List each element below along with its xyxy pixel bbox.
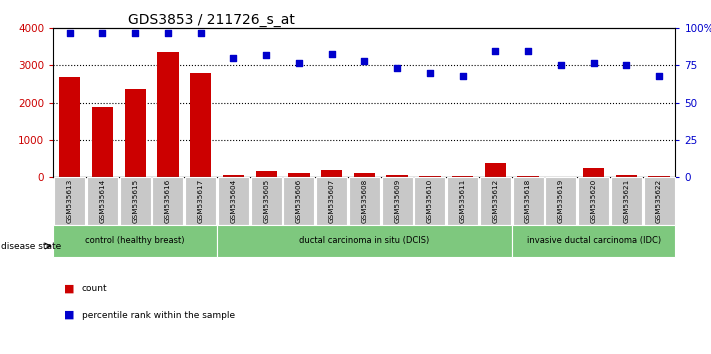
Text: GSM535622: GSM535622 xyxy=(656,178,662,223)
Bar xyxy=(452,176,474,177)
Bar xyxy=(513,177,544,225)
Text: GSM535606: GSM535606 xyxy=(296,178,302,223)
Bar xyxy=(382,177,412,225)
Bar xyxy=(59,77,80,177)
Bar xyxy=(316,177,347,225)
Text: GSM535608: GSM535608 xyxy=(361,178,368,223)
Point xyxy=(97,30,108,36)
Point xyxy=(555,63,567,68)
Text: GDS3853 / 211726_s_at: GDS3853 / 211726_s_at xyxy=(128,13,295,27)
Text: GSM535615: GSM535615 xyxy=(132,178,138,223)
Bar xyxy=(119,177,151,225)
Bar xyxy=(415,177,445,225)
Text: percentile rank within the sample: percentile rank within the sample xyxy=(82,310,235,320)
Point xyxy=(588,60,599,65)
Text: GSM535618: GSM535618 xyxy=(525,178,531,223)
Point xyxy=(621,63,632,68)
Point xyxy=(490,48,501,53)
Text: GSM535620: GSM535620 xyxy=(591,178,597,223)
Bar xyxy=(321,171,342,177)
Bar xyxy=(217,225,512,257)
Text: control (healthy breast): control (healthy breast) xyxy=(85,236,185,245)
Text: GSM535607: GSM535607 xyxy=(328,178,335,223)
Text: invasive ductal carcinoma (IDC): invasive ductal carcinoma (IDC) xyxy=(527,236,661,245)
Text: GSM535609: GSM535609 xyxy=(394,178,400,223)
Text: ■: ■ xyxy=(64,284,75,293)
Text: count: count xyxy=(82,284,107,293)
Bar xyxy=(92,108,113,177)
Bar xyxy=(284,177,314,225)
Text: GSM535605: GSM535605 xyxy=(263,178,269,223)
Point xyxy=(195,30,206,36)
Bar xyxy=(152,177,183,225)
Text: GSM535621: GSM535621 xyxy=(624,178,629,223)
Bar xyxy=(648,176,670,177)
Bar xyxy=(53,225,217,257)
Text: GSM535612: GSM535612 xyxy=(492,178,498,223)
Bar xyxy=(288,173,309,177)
Text: GSM535614: GSM535614 xyxy=(100,178,105,223)
Point xyxy=(424,70,436,76)
Text: GSM535613: GSM535613 xyxy=(67,178,73,223)
Bar xyxy=(387,175,408,177)
Text: GSM535619: GSM535619 xyxy=(558,178,564,223)
Bar xyxy=(512,225,675,257)
Bar xyxy=(157,52,178,177)
Text: ductal carcinoma in situ (DCIS): ductal carcinoma in situ (DCIS) xyxy=(299,236,429,245)
Bar xyxy=(54,177,85,225)
Point xyxy=(457,73,469,79)
Bar xyxy=(583,168,604,177)
Text: GSM535604: GSM535604 xyxy=(230,178,237,223)
Bar xyxy=(480,177,511,225)
Point xyxy=(228,55,239,61)
Bar xyxy=(223,175,244,177)
Bar xyxy=(218,177,249,225)
Bar xyxy=(185,177,216,225)
Bar xyxy=(518,176,539,177)
Point xyxy=(260,52,272,58)
Bar xyxy=(87,177,118,225)
Bar xyxy=(485,162,506,177)
Bar xyxy=(616,175,637,177)
Bar xyxy=(545,177,577,225)
Text: GSM535617: GSM535617 xyxy=(198,178,203,223)
Text: GSM535611: GSM535611 xyxy=(459,178,466,223)
Text: GSM535610: GSM535610 xyxy=(427,178,433,223)
Point xyxy=(392,65,403,71)
Point xyxy=(162,30,173,36)
Bar xyxy=(611,177,642,225)
Bar xyxy=(250,177,282,225)
Bar xyxy=(419,176,441,177)
Text: GSM535616: GSM535616 xyxy=(165,178,171,223)
Bar xyxy=(255,171,277,177)
Point xyxy=(523,48,534,53)
Point xyxy=(358,58,370,64)
Bar xyxy=(354,173,375,177)
Text: ■: ■ xyxy=(64,310,75,320)
Point xyxy=(129,30,141,36)
Bar xyxy=(578,177,609,225)
Bar xyxy=(190,73,211,177)
Point xyxy=(64,30,75,36)
Bar xyxy=(643,177,675,225)
Text: disease state: disease state xyxy=(1,241,62,251)
Bar xyxy=(447,177,479,225)
Bar xyxy=(124,88,146,177)
Bar xyxy=(349,177,380,225)
Point xyxy=(653,73,665,79)
Point xyxy=(326,51,337,56)
Point xyxy=(293,60,304,65)
